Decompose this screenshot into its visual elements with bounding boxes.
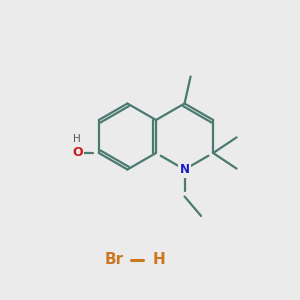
Text: H: H — [73, 134, 80, 144]
Text: N: N — [180, 163, 190, 176]
Text: Br: Br — [104, 252, 124, 267]
Text: O: O — [72, 146, 83, 160]
Text: H: H — [153, 252, 165, 267]
